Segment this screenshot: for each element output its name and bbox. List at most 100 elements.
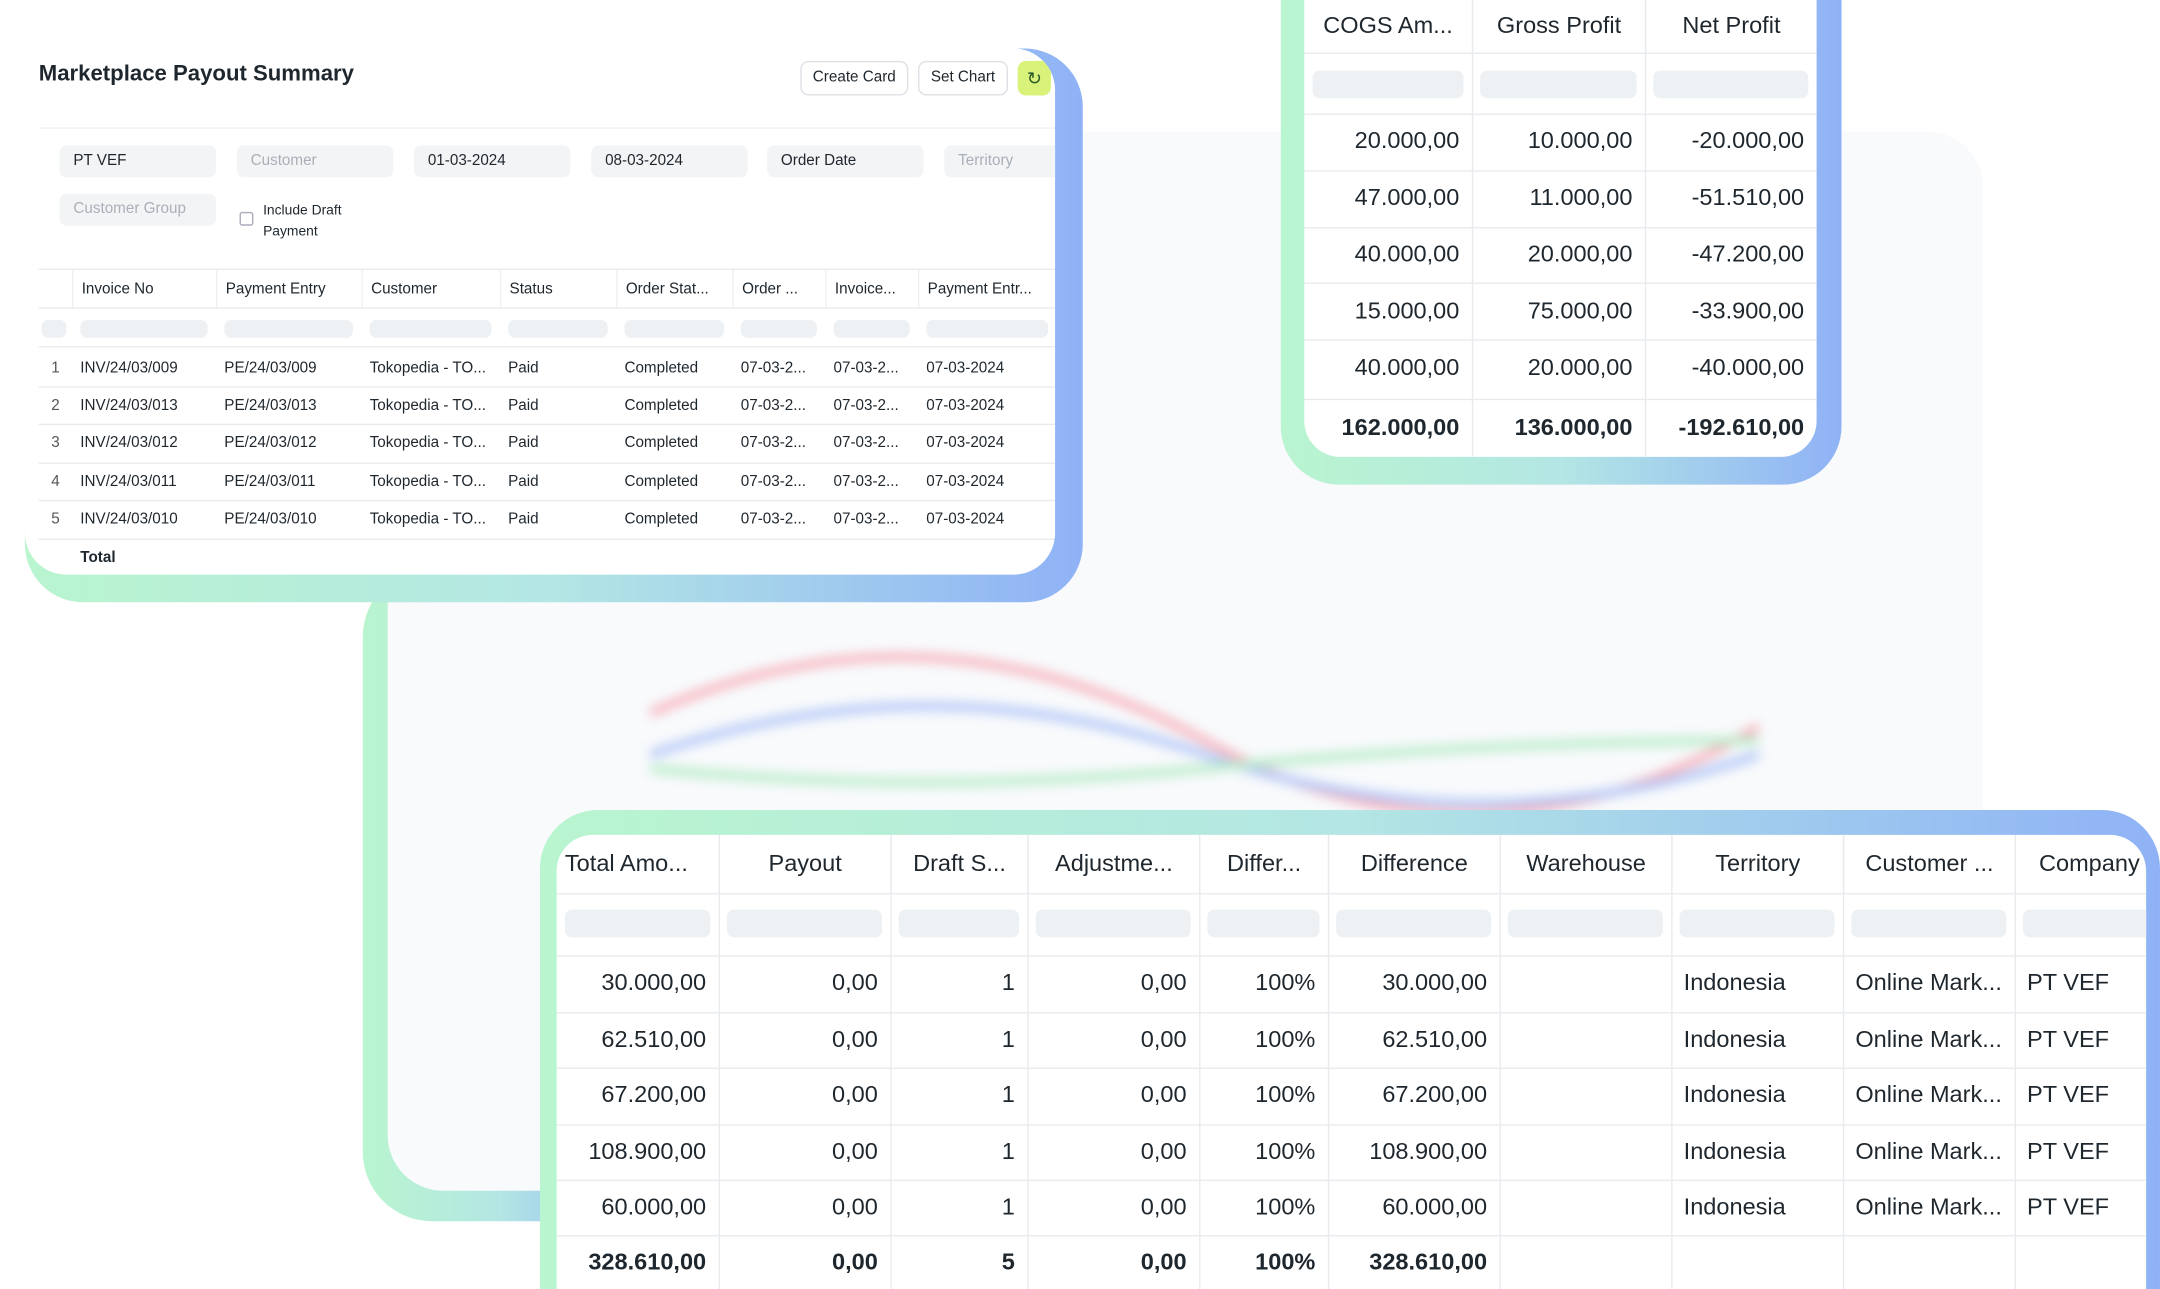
table-cell: 07-03-2... [740,473,806,490]
table-cell: 100% [1255,1193,1316,1221]
filter-cell [1507,909,1663,938]
total-cell: 100% [1255,1248,1316,1275]
table-cell: Completed [624,473,699,490]
rule [1304,339,1817,341]
table-cell: Paid [508,397,539,414]
filter-input[interactable]: PT VEF [59,145,216,178]
table-cell: Indonesia [1683,1137,1786,1165]
table-cell: 07-03-2... [740,397,806,414]
table-cell: INV/24/03/009 [80,359,178,376]
column-header: Payout [718,834,891,894]
table-cell: 75.000,00 [1527,297,1633,324]
table-cell: 1 [1001,1137,1015,1165]
table-cell: 07-03-2024 [926,397,1005,414]
row-index: 3 [51,435,60,452]
rule [1471,0,1474,457]
toolbar-button[interactable]: Create Card [800,60,909,96]
payout-table: Total Amo... Payout Draft S... Adjustme... D… [556,834,2147,1289]
filter-cell [740,319,817,338]
filter-cell [726,909,882,938]
table-cell: 20.000,00 [1527,353,1633,381]
checkbox[interactable] [239,211,254,226]
filter-input[interactable]: Order Date [767,145,924,178]
filter-cell [1679,909,1835,938]
table-cell: Tokopedia - TO... [369,435,486,452]
table-cell: PT VEF [2027,1025,2110,1052]
refresh-button[interactable]: ↻ [1017,60,1051,96]
filter-text: Customer [250,152,317,169]
divider [38,127,1056,129]
column-header: Payment Entr... [917,269,1055,308]
filter-input[interactable]: Customer Group [59,193,216,226]
table-cell: 0,00 [832,1025,878,1052]
rule [1027,834,1029,1289]
filter-input[interactable]: 01-03-2024 [413,145,571,178]
table-cell: 0,00 [1140,1137,1187,1165]
table-cell: 07-03-2... [833,435,899,452]
table-cell: 62.510,00 [601,1025,707,1052]
row-index: 1 [51,359,60,376]
filter-text: Customer Group [73,200,186,218]
table-cell: 10.000,00 [1527,127,1633,155]
table-cell: 108.900,00 [588,1137,707,1165]
filter-cell [1851,909,2007,938]
table-cell: Tokopedia - TO... [369,511,486,528]
filter-text: 08-03-2024 [605,152,683,169]
table-cell: 0,00 [1140,969,1187,996]
rule [1671,834,1673,1289]
table-cell: Completed [624,511,699,528]
rule [38,386,1056,388]
filter-cell [1336,909,1492,938]
table-cell: INV/24/03/010 [80,511,178,528]
column-header: Customer [361,269,499,308]
filter-text: Territory [958,152,1014,169]
table-cell: 62.510,00 [1382,1025,1488,1052]
column-header: Gross Profit [1471,0,1645,53]
table-cell: 07-03-2... [833,511,899,528]
rule [38,462,1056,464]
bg-line [649,652,1761,818]
table-cell: Completed [624,359,699,376]
total-cell: 162.000,00 [1341,413,1460,441]
filter-cell [1480,70,1637,99]
table-cell: 07-03-2... [833,473,899,490]
filter-input[interactable]: Customer [236,145,394,178]
table-cell: Paid [508,511,539,528]
table-cell: PE/24/03/010 [224,511,317,528]
rule [556,893,2147,895]
rule [38,346,1056,348]
report-title: Marketplace Payout Summary [38,62,354,86]
filter-text: 01-03-2024 [427,152,506,169]
toolbar-button[interactable]: Set Chart [917,60,1008,96]
rule [1304,113,1817,115]
column-header: COGS Am... [1323,12,1453,39]
table-cell: 07-03-2024 [926,359,1005,376]
filter-cell [898,909,1020,938]
table-cell: 30.000,00 [601,969,707,996]
rule [1199,834,1201,1289]
table-cell: INV/24/03/012 [80,435,178,452]
table-cell: PE/24/03/013 [224,397,317,414]
filter-cell [1035,909,1191,938]
report-card: Marketplace Payout Summary ↻ Include Dra… [24,48,1056,575]
total-cell: 5 [1001,1248,1015,1275]
table-cell: 11.000,00 [1529,184,1633,211]
table-cell: 0,00 [832,969,878,996]
table-cell: 07-03-2... [833,397,899,414]
rule [1644,0,1647,457]
table-cell: 0,00 [832,1081,878,1109]
table-cell: 100% [1255,1025,1316,1052]
table-cell: Online Mark... [1855,1137,2002,1165]
table-cell: 67.200,00 [601,1081,707,1109]
table-cell: 20.000,00 [1354,127,1460,155]
filter-cell [2022,909,2147,938]
column-header: Invoice... [825,269,918,308]
filter-input[interactable]: 08-03-2024 [591,145,748,178]
table-cell: Tokopedia - TO... [369,473,486,490]
column-header: Adjustme... [1027,834,1199,894]
column-header: Invoice No [71,269,216,308]
filter-input[interactable]: Territory [944,145,1056,178]
checkbox-label: Include Draft Payment [263,203,342,240]
table-cell: PE/24/03/011 [224,473,316,490]
